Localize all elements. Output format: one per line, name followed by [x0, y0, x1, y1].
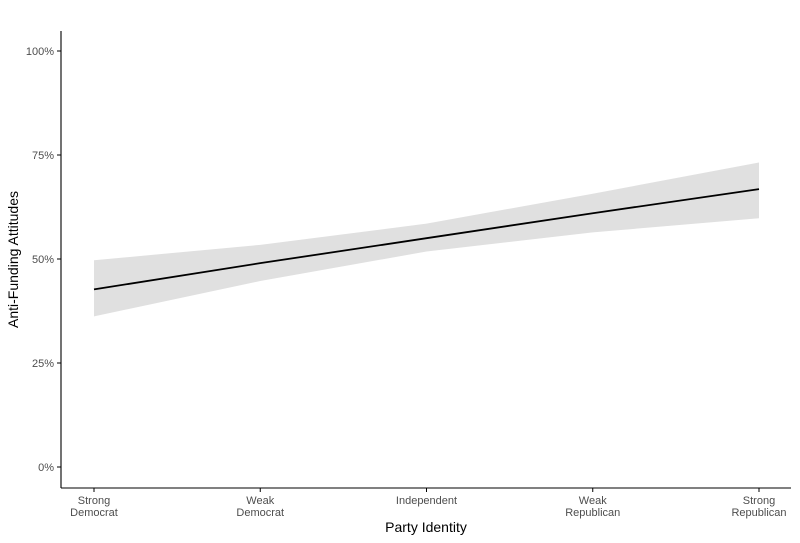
y-tick-label: 50% [32, 254, 54, 266]
x-tick-label: Weak Democrat [236, 495, 284, 519]
x-tick-label: Weak Republican [565, 495, 620, 519]
x-axis-title: Party Identity [385, 519, 467, 535]
confidence-band [94, 162, 759, 317]
x-tick-label: Independent [396, 495, 457, 507]
y-tick-label: 100% [26, 46, 54, 58]
trend-line-layer [93, 188, 760, 291]
y-tick-label: 0% [38, 462, 54, 474]
y-axis-title: Anti-Funding Attitudes [5, 191, 21, 328]
trend-line [93, 188, 760, 291]
x-axis-ticks: Strong Democrat Weak Democrat Independent Wea… [70, 488, 787, 519]
y-tick-label: 75% [32, 150, 54, 162]
x-tick-label: Strong Republican [731, 495, 786, 519]
y-axis-ticks: 0% 25% 50% 75% 100% [26, 46, 61, 474]
x-tick-label: Strong Democrat [70, 495, 118, 519]
y-tick-label: 25% [32, 358, 54, 370]
confidence-band-layer [94, 162, 759, 317]
